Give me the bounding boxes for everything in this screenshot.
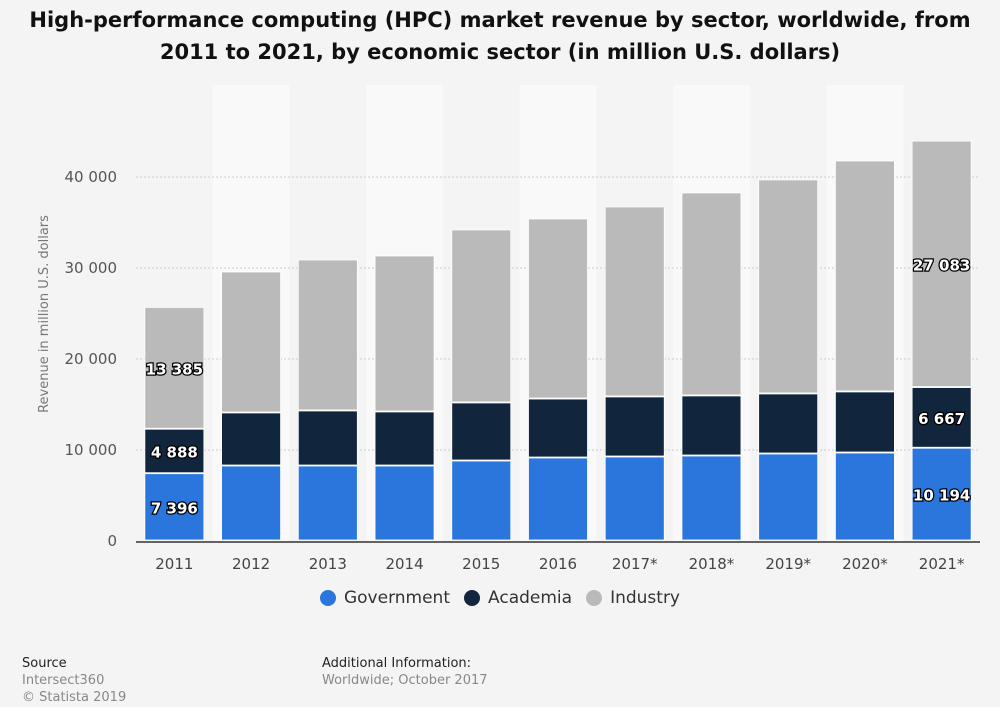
legend-item-academia[interactable]: Academia [464, 588, 572, 608]
bar-chart: 7 396 4 888 13 385 10 194 6 667 27 083 0 10 00… [37, 140, 980, 573]
bar-segment-government[interactable] [911, 447, 972, 541]
additional-info-block: Additional Information: Worldwide; Octob… [322, 655, 488, 689]
bar-segment-government[interactable] [297, 465, 358, 541]
chart-title: High-performance computing (HPC) market … [0, 4, 1000, 68]
bar-segment-industry[interactable] [297, 259, 358, 411]
legend-label: Government [343, 588, 451, 608]
bar-segment-government[interactable] [758, 453, 819, 541]
data-label: 6 667 [918, 410, 965, 428]
bar-segment-government[interactable] [681, 455, 742, 541]
bar-segment-industry[interactable] [221, 271, 281, 413]
x-tick-label: 2018* [689, 555, 735, 573]
y-axis-label: Revenue in million U.S. dollars [37, 215, 52, 413]
bar-segment-government[interactable] [221, 465, 281, 541]
bar-segment-government[interactable] [604, 456, 665, 541]
bar-segment-academia[interactable] [681, 395, 742, 456]
y-tick-label: 10 000 [65, 441, 118, 459]
bar-segment-academia[interactable] [911, 387, 972, 448]
additional-info-heading[interactable]: Additional Information: [322, 656, 472, 671]
data-labels: 7 396 4 888 13 385 10 194 6 667 27 083 [144, 255, 971, 519]
x-tick-label: 2016 [539, 555, 577, 573]
x-tick-label: 2012 [232, 555, 270, 573]
data-label: 10 194 [913, 487, 970, 505]
additional-info-text: Worldwide; October 2017 [322, 673, 488, 688]
bar-segment-academia[interactable] [835, 391, 895, 453]
bar-segment-industry[interactable] [911, 140, 972, 387]
data-label: 4 888 [151, 443, 198, 461]
legend-item-government[interactable]: Government [319, 588, 451, 608]
legend-item-industry[interactable]: Industry [586, 588, 680, 608]
bar-segment-government[interactable] [144, 473, 205, 541]
x-tick-label: 2017* [612, 555, 658, 573]
y-tick-label: 30 000 [65, 259, 118, 277]
legend-dot-government [319, 590, 336, 606]
data-label: 7 396 [151, 499, 198, 517]
bar-segment-industry[interactable] [528, 218, 588, 399]
bar-segment-industry[interactable] [758, 179, 819, 394]
bar-segment-academia[interactable] [528, 398, 588, 458]
data-label: 13 385 [146, 360, 203, 378]
chart-title-line-2: 2011 to 2021, by economic sector (in mil… [159, 40, 841, 64]
bar-segment-academia[interactable] [144, 428, 205, 474]
bar-segment-industry[interactable] [451, 229, 512, 403]
x-tick-label: 2020* [842, 555, 888, 573]
legend-label: Industry [610, 588, 680, 608]
chart-title-line-1: High-performance computing (HPC) market … [29, 8, 971, 32]
legend: Government Academia Industry [0, 588, 1000, 608]
bar-segment-academia[interactable] [297, 410, 358, 466]
x-tick-label: 2015 [462, 555, 500, 573]
x-tick-label: 2019* [765, 555, 811, 573]
bar-segment-government[interactable] [528, 457, 588, 541]
y-tick-label: 0 [107, 532, 117, 550]
source-name[interactable]: Intersect360 [22, 673, 105, 688]
bar-segment-academia[interactable] [451, 402, 512, 461]
bar-segment-academia[interactable] [221, 412, 281, 466]
bar-segment-government[interactable] [835, 452, 895, 541]
bar-segment-industry[interactable] [604, 206, 665, 397]
bars [144, 140, 972, 541]
bar-segment-government[interactable] [451, 460, 512, 541]
source-block: Source Intersect360 © Statista 2019 [22, 655, 126, 706]
legend-label: Academia [488, 588, 573, 608]
legend-dot-industry [586, 590, 603, 606]
bar-segment-academia[interactable] [758, 393, 819, 454]
y-axis-ticks: 0 10 000 20 000 30 000 40 000 [65, 168, 118, 550]
bar-segment-industry[interactable] [144, 307, 205, 429]
bar-segment-academia[interactable] [374, 411, 435, 466]
x-axis-ticks: 2011 2012 2013 2014 2015 2016 2017* 2018* 2019* 2… [155, 555, 965, 573]
x-tick-label: 2021* [919, 555, 965, 573]
x-tick-label: 2011 [155, 555, 193, 573]
copyright: © Statista 2019 [22, 690, 127, 705]
y-tick-label: 40 000 [65, 168, 118, 186]
legend-dot-academia [464, 590, 481, 606]
x-tick-label: 2013 [309, 555, 347, 573]
bar-segment-academia[interactable] [604, 396, 665, 457]
bar-segment-industry[interactable] [835, 160, 895, 392]
x-tick-label: 2014 [385, 555, 423, 573]
data-label: 27 083 [913, 256, 970, 274]
y-tick-label: 20 000 [65, 350, 118, 368]
bar-segment-industry[interactable] [681, 192, 742, 396]
bar-segment-government[interactable] [374, 465, 435, 541]
bar-segment-industry[interactable] [374, 255, 435, 412]
source-heading: Source [22, 656, 67, 671]
